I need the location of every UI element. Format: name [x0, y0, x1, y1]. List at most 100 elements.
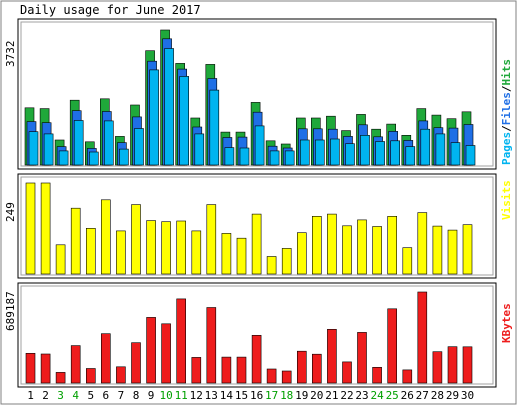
x-tick-label-day-11: 11 — [175, 389, 188, 402]
bar-kbytes-day-8 — [131, 342, 141, 384]
bar-kbytes-day-30 — [462, 346, 473, 384]
bar-pages-day-12 — [194, 133, 205, 166]
bar-pages-day-8 — [134, 128, 144, 166]
bar-pages-day-17 — [269, 150, 280, 166]
bar-visits-day-28 — [432, 225, 443, 275]
bar-pages-day-24 — [375, 141, 385, 166]
bar-visits-day-5 — [86, 228, 96, 275]
bar-visits-day-26 — [402, 247, 413, 275]
y-max-label-visits: 249 — [4, 202, 17, 222]
bar-pages-day-28 — [435, 133, 446, 166]
bar-pages-day-11 — [179, 76, 189, 166]
x-tick-label-day-23: 23 — [355, 389, 368, 402]
x-tick-label-day-25: 25 — [386, 389, 399, 402]
bar-kbytes-day-3 — [55, 372, 66, 384]
bar-visits-day-25 — [387, 216, 398, 275]
bar-kbytes-day-2 — [40, 353, 51, 384]
x-tick-label-day-16: 16 — [250, 389, 263, 402]
bar-visits-day-9 — [146, 220, 156, 275]
bar-kbytes-day-14 — [221, 356, 232, 384]
x-tick-label-day-20: 20 — [310, 389, 323, 402]
bar-visits-day-2 — [40, 182, 51, 275]
bar-kbytes-day-20 — [311, 353, 322, 384]
bar-pages-day-5 — [89, 151, 99, 166]
bar-kbytes-day-10 — [161, 323, 171, 384]
bar-pages-day-27 — [420, 128, 431, 166]
bar-pages-day-20 — [314, 139, 325, 166]
x-tick-label-day-26: 26 — [401, 389, 414, 402]
bar-pages-day-15 — [239, 147, 250, 166]
x-tick-label-day-28: 28 — [431, 389, 444, 402]
bar-kbytes-day-13 — [206, 307, 217, 384]
legend-separator: / — [500, 85, 513, 92]
bar-visits-day-15 — [236, 237, 247, 275]
x-tick-label-day-4: 4 — [72, 389, 79, 402]
panel-frame-inner — [20, 176, 494, 276]
bar-kbytes-day-16 — [251, 334, 262, 384]
bar-pages-day-23 — [360, 135, 370, 166]
legend-hits-files-pages: Pages/Files/Hits — [500, 59, 513, 165]
panel-kbytes — [17, 282, 497, 388]
y-max-label-hits-files-pages: 3732 — [4, 41, 17, 68]
bar-pages-day-22 — [345, 143, 355, 166]
panel-frame-inner — [20, 285, 494, 385]
bar-visits-day-7 — [116, 230, 126, 275]
bar-kbytes-day-21 — [327, 328, 337, 384]
x-tick-label-day-14: 14 — [220, 389, 234, 402]
legend-visits: Visits — [500, 180, 513, 220]
bar-kbytes-day-7 — [116, 366, 126, 384]
bar-kbytes-day-18 — [281, 370, 292, 384]
bar-visits-day-16 — [251, 213, 262, 275]
bar-kbytes-day-17 — [266, 368, 277, 384]
x-tick-label-day-7: 7 — [118, 389, 125, 402]
bar-visits-day-11 — [176, 220, 186, 275]
bar-visits-day-6 — [101, 199, 111, 275]
x-tick-label-day-1: 1 — [27, 389, 34, 402]
x-tick-label-day-30: 30 — [461, 389, 474, 402]
bar-kbytes-day-12 — [191, 357, 202, 384]
x-tick-label-day-22: 22 — [340, 389, 353, 402]
bar-pages-day-3 — [58, 150, 69, 166]
panel-visits — [17, 173, 497, 279]
bar-pages-day-4 — [73, 120, 84, 166]
bar-kbytes-day-5 — [86, 368, 96, 384]
bar-pages-day-13 — [209, 89, 220, 166]
bar-kbytes-day-28 — [432, 351, 443, 384]
x-tick-label-day-18: 18 — [280, 389, 293, 402]
bar-visits-day-20 — [311, 216, 322, 275]
bar-pages-day-2 — [43, 133, 54, 166]
bar-visits-day-29 — [447, 229, 458, 275]
bar-visits-day-4 — [70, 207, 81, 275]
x-tick-label-day-10: 10 — [159, 389, 172, 402]
bar-kbytes-day-23 — [357, 332, 367, 384]
bar-pages-day-21 — [330, 138, 340, 166]
bar-visits-day-17 — [266, 256, 277, 275]
legend-kbytes: KBytes — [500, 303, 513, 343]
bar-kbytes-day-6 — [101, 333, 111, 384]
bar-visits-day-21 — [327, 213, 337, 275]
x-tick-label-day-6: 6 — [102, 389, 109, 402]
bar-pages-day-6 — [104, 120, 114, 166]
bar-kbytes-day-24 — [372, 366, 382, 384]
bar-pages-day-10 — [164, 48, 174, 166]
bar-kbytes-day-4 — [70, 345, 81, 384]
x-tick-label-day-2: 2 — [42, 389, 49, 402]
bar-visits-day-13 — [206, 204, 217, 275]
x-tick-label-day-29: 29 — [446, 389, 459, 402]
bar-pages-day-26 — [405, 146, 416, 166]
x-tick-label-day-8: 8 — [133, 389, 140, 402]
x-tick-label-day-17: 17 — [265, 389, 278, 402]
x-tick-label-day-5: 5 — [87, 389, 94, 402]
bar-visits-day-18 — [281, 248, 292, 275]
bar-visits-day-8 — [131, 204, 141, 275]
bar-visits-day-22 — [342, 225, 352, 275]
panels-layer — [17, 18, 497, 388]
x-tick-label-day-12: 12 — [190, 389, 203, 402]
bar-visits-day-23 — [357, 219, 367, 275]
legend-pages: Pages — [500, 132, 513, 165]
x-tick-label-day-13: 13 — [205, 389, 218, 402]
bar-pages-day-9 — [149, 69, 159, 166]
x-tick-label-day-19: 19 — [295, 389, 308, 402]
y-max-label-kbytes: 689187 — [4, 291, 17, 331]
